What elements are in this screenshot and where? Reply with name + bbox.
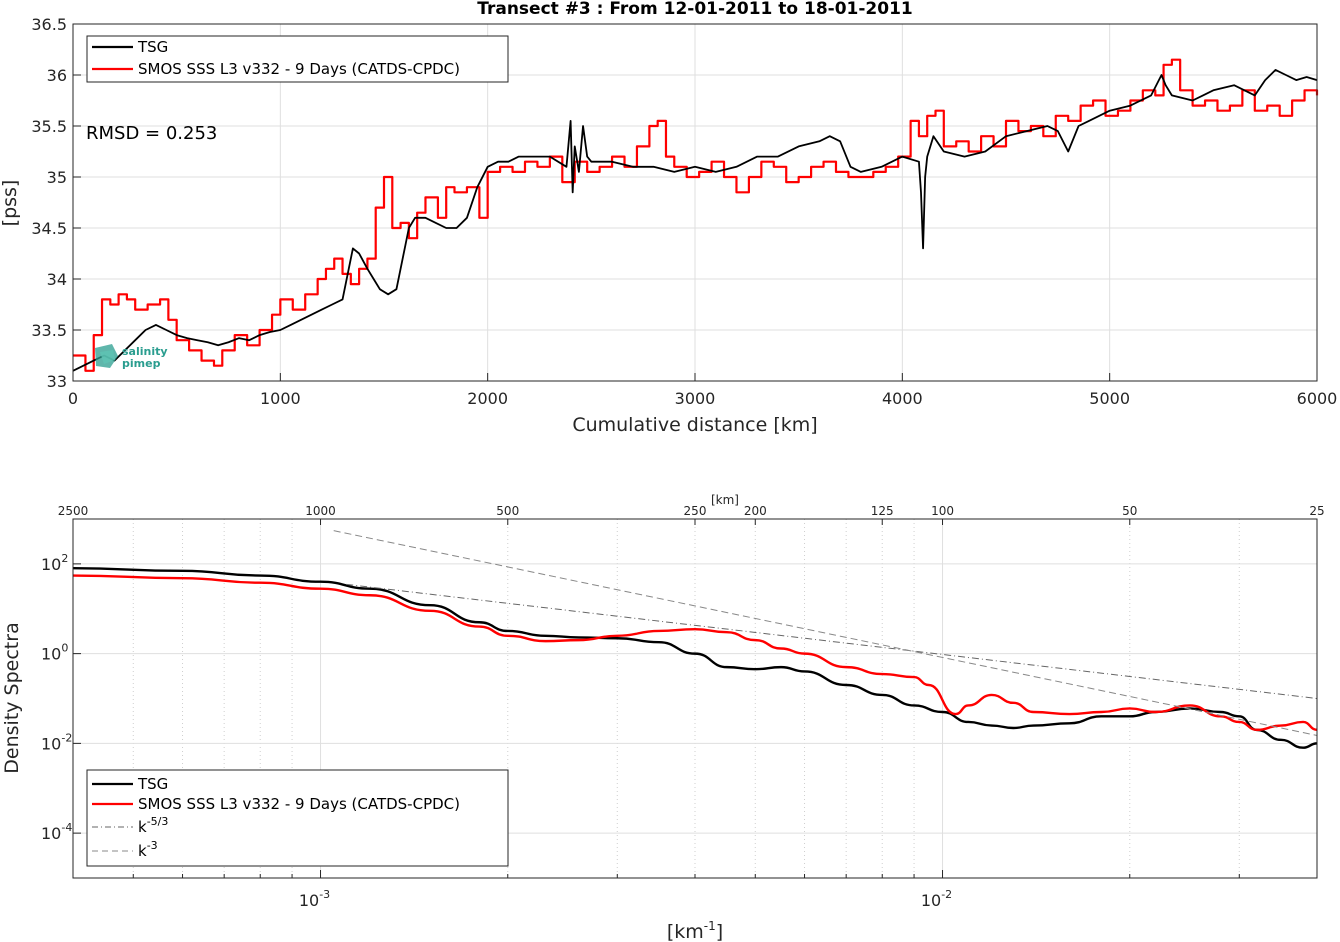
legend-box xyxy=(86,35,509,83)
x-tick-label: 10-3 xyxy=(299,888,330,910)
series-line-tsg xyxy=(72,567,1318,749)
legend-label-k3: k-3 xyxy=(138,839,158,860)
top-axis-label: [km] xyxy=(711,493,739,507)
y-tick-label: 34 xyxy=(47,270,67,289)
salinity-transect-chart: Transect #3 : From 12-01-2011 to 18-01-2… xyxy=(0,0,1337,436)
logo-shape-inner xyxy=(100,350,115,364)
reference-line-k53 xyxy=(346,583,1318,699)
series-line-smos xyxy=(73,58,1319,372)
legend-label-tsg: TSG xyxy=(137,775,168,793)
legend-box xyxy=(86,769,509,867)
y-tick-label: 10-4 xyxy=(41,821,72,843)
legend-label-tsg: TSG xyxy=(137,38,168,56)
x-tick-label: 5000 xyxy=(1089,389,1130,408)
legend-label-smos: SMOS SSS L3 v332 - 9 Days (CATDS-CPDC) xyxy=(138,60,460,78)
x-tick-label: 6000 xyxy=(1297,389,1338,408)
ticks: 10-3 10-2 10-4 10-2 100 102 2500 1000 500 250 200 1… xyxy=(41,504,1325,910)
top-tick-label: 50 xyxy=(1122,504,1137,518)
top-tick-label: 125 xyxy=(871,504,894,518)
ticks: 0 1000 2000 3000 4000 5000 6000 33 33.5 34 34.5 35 3… xyxy=(31,15,1337,408)
y-tick-label: 33.5 xyxy=(31,321,67,340)
top-tick-label: 200 xyxy=(744,504,767,518)
series-group xyxy=(72,530,1318,749)
x-tick-label: 4000 xyxy=(882,389,923,408)
x-tick-label: 1000 xyxy=(260,389,301,408)
x-tick-label: 2000 xyxy=(467,389,508,408)
y-tick-label: 36 xyxy=(47,66,67,85)
series-line-smos xyxy=(72,574,1318,732)
y-tick-label: 100 xyxy=(41,642,68,664)
y-axis-label: [pss] xyxy=(0,180,21,227)
reference-line-k3 xyxy=(333,530,1318,736)
x-tick-label: 10-2 xyxy=(921,888,952,910)
legend-label-k53: k-5/3 xyxy=(138,815,168,836)
y-tick-label: 102 xyxy=(41,552,68,574)
x-tick-label: 0 xyxy=(68,389,78,408)
y-tick-label: 36.5 xyxy=(31,15,67,34)
top-tick-label: 100 xyxy=(931,504,954,518)
series-line-tsg xyxy=(72,69,1318,372)
logo-text-line1: salinity xyxy=(122,345,168,358)
y-tick-label: 33 xyxy=(47,372,67,391)
y-tick-label: 35.5 xyxy=(31,117,67,136)
top-tick-label: 2500 xyxy=(58,504,89,518)
x-tick-label: 3000 xyxy=(675,389,716,408)
top-tick-label: 1000 xyxy=(305,504,336,518)
top-tick-label: 250 xyxy=(684,504,707,518)
top-tick-label: 500 xyxy=(496,504,519,518)
y-tick-label: 34.5 xyxy=(31,219,67,238)
legend: TSG SMOS SSS L3 v332 - 9 Days (CATDS-CPD… xyxy=(86,35,509,83)
y-tick-label: 10-2 xyxy=(41,731,72,753)
salinity-pimep-logo: salinity pimep xyxy=(95,344,168,370)
y-tick-label: 35 xyxy=(47,168,67,187)
top-tick-label: 25 xyxy=(1309,504,1324,518)
x-axis-label: Cumulative distance [km] xyxy=(572,414,817,436)
density-spectra-chart: 10-3 10-2 10-4 10-2 100 102 2500 1000 500 250 200 1… xyxy=(1,493,1325,942)
legend: TSG SMOS SSS L3 v332 - 9 Days (CATDS-CPD… xyxy=(86,769,509,867)
x-axis-label: [km-1] xyxy=(667,919,723,942)
logo-text-line2: pimep xyxy=(122,357,161,370)
legend-label-smos: SMOS SSS L3 v332 - 9 Days (CATDS-CPDC) xyxy=(138,795,460,813)
chart-title: Transect #3 : From 12-01-2011 to 18-01-2… xyxy=(477,0,913,19)
y-axis-label: Density Spectra xyxy=(1,622,23,773)
series-group xyxy=(72,58,1319,372)
rmsd-annotation: RMSD = 0.253 xyxy=(86,123,217,144)
